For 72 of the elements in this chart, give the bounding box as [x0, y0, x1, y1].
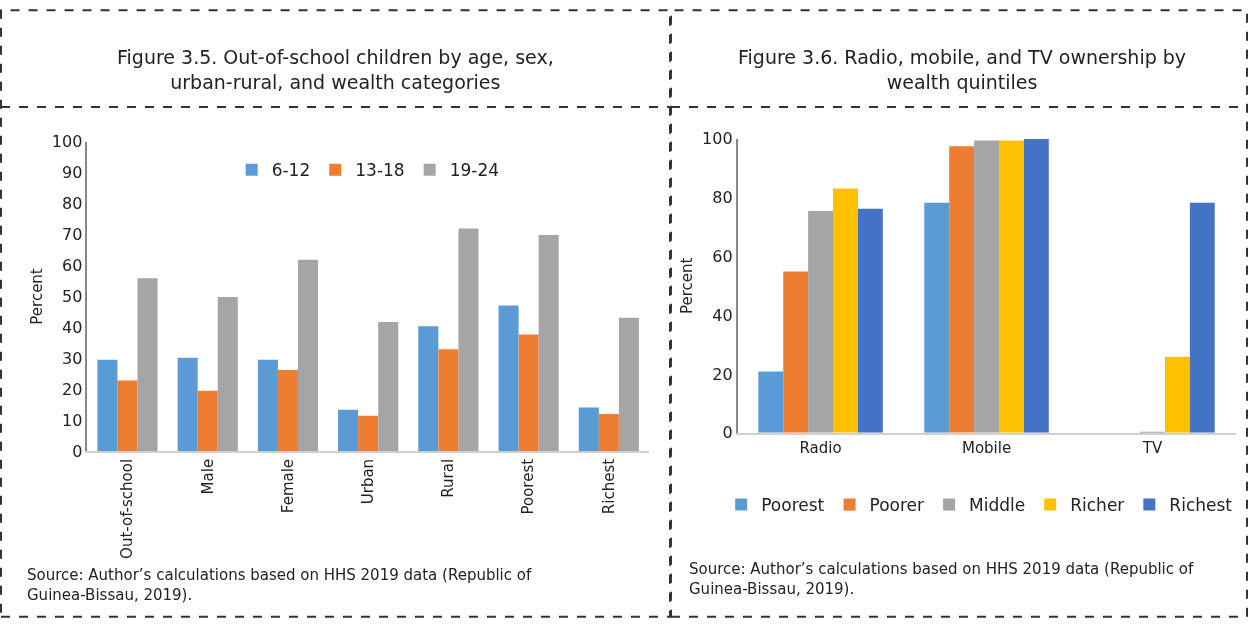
- y-tick-label: 10: [62, 410, 83, 430]
- bar: [538, 234, 559, 452]
- y-tick-label: 40: [62, 317, 83, 337]
- bar: [498, 305, 519, 452]
- bar: [277, 370, 298, 452]
- bar: [297, 259, 319, 452]
- y-tick-label: 100: [51, 132, 83, 152]
- y-tick-label: 100: [702, 129, 733, 149]
- bar: [97, 359, 118, 452]
- chart-title: Figure 3.5. Out-of-school children by age, sex, urban-rural, and wealth categories: [117, 46, 554, 93]
- x-tick-label: Radio: [799, 438, 842, 457]
- bar: [378, 322, 399, 452]
- bar: [217, 297, 238, 452]
- x-tick-label: Female: [278, 458, 297, 514]
- x-tick-label: Poorest: [519, 458, 538, 515]
- bar: [578, 407, 599, 452]
- bar: [358, 415, 379, 452]
- bar: [618, 317, 639, 452]
- y-tick-label: 90: [62, 163, 83, 183]
- source-note: Source: Author’s calculations based on HHS 2019 data (Republic of Guinea-Bissau, 2019).: [689, 560, 1194, 598]
- bar: [197, 390, 218, 452]
- bar: [1189, 202, 1215, 433]
- bar: [598, 414, 619, 452]
- bar: [458, 228, 479, 452]
- bar: [833, 188, 858, 433]
- bar: [257, 359, 278, 452]
- legend-label: 19-24: [449, 160, 500, 181]
- bar: [438, 349, 459, 452]
- x-tick-label: Male: [198, 458, 217, 495]
- bar: [1023, 138, 1049, 433]
- bar: [137, 278, 158, 452]
- bar: [418, 326, 439, 452]
- y-tick-label: 60: [712, 246, 733, 266]
- bar: [177, 357, 198, 452]
- y-tick-label: 80: [712, 188, 733, 208]
- bar: [924, 202, 950, 433]
- x-tick-label: Urban: [359, 458, 378, 505]
- y-tick-label: 40: [712, 305, 733, 325]
- bar: [949, 146, 975, 433]
- source-note: Source: Author’s calculations based on HHS 2019 data (Republic of Guinea-Bissau, 2019).: [27, 566, 532, 604]
- bar: [974, 140, 999, 433]
- bar: [758, 371, 784, 433]
- x-tick-label: Mobile: [961, 438, 1012, 457]
- y-tick-label: 30: [62, 348, 83, 368]
- y-tick-label: 0: [722, 423, 733, 443]
- bar: [117, 380, 138, 452]
- legend-label: 13-18: [355, 160, 405, 181]
- bar: [808, 211, 834, 433]
- y-tick-label: 80: [62, 194, 83, 214]
- bar: [857, 208, 883, 433]
- y-tick-label: 50: [62, 287, 83, 307]
- y-axis-title: Percent: [27, 268, 46, 325]
- x-tick-label: Richest: [599, 458, 618, 515]
- chart-title: Figure 3.6. Radio, mobile, and TV ownership by wealth quintiles: [738, 46, 1187, 93]
- bar: [338, 409, 359, 452]
- bar: [1164, 356, 1190, 433]
- y-tick-label: 0: [72, 441, 83, 461]
- bar: [998, 140, 1024, 433]
- legend-label: 6-12: [271, 160, 311, 181]
- y-axis-title: Percent: [677, 257, 696, 315]
- y-tick-label: 60: [62, 256, 83, 276]
- legend-label: Middle: [969, 495, 1026, 516]
- x-tick-label: TV: [1141, 438, 1163, 457]
- x-tick-label: Out-of-school: [118, 458, 137, 559]
- legend-label: Richer: [1070, 495, 1125, 516]
- y-tick-label: 20: [712, 364, 733, 384]
- y-tick-label: 70: [62, 225, 83, 245]
- y-tick-label: 20: [62, 379, 83, 399]
- x-tick-label: Rural: [439, 458, 458, 498]
- bar: [518, 334, 539, 452]
- bar: [783, 271, 809, 433]
- legend-label: Poorer: [869, 495, 925, 516]
